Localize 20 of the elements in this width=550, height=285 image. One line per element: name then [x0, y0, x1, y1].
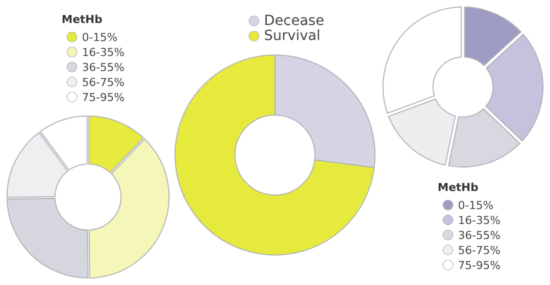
donut-slice [448, 108, 520, 168]
legend-label: Decease [264, 13, 324, 29]
donut-slice [464, 6, 522, 66]
donut-slice [382, 6, 462, 114]
legend-label: 0-15% [458, 199, 494, 212]
legend-title: MetHb [62, 13, 102, 26]
donut-slice [388, 98, 456, 166]
legend-label: 75-95% [458, 259, 500, 272]
legend-label: 56-75% [82, 76, 124, 89]
legend-label: 16-35% [82, 46, 124, 59]
legend-label: 36-55% [82, 61, 124, 74]
donut-slice [174, 54, 375, 256]
legend-label: Survival [264, 28, 320, 44]
legend-label: 0-15% [82, 31, 118, 44]
legend-label: 16-35% [458, 214, 500, 227]
legend-title: MetHb [438, 181, 478, 194]
donut-slice [485, 34, 544, 142]
legend-label: 75-95% [82, 91, 124, 104]
legend-label: 56-75% [458, 244, 500, 257]
legend-label: 36-55% [458, 229, 500, 242]
